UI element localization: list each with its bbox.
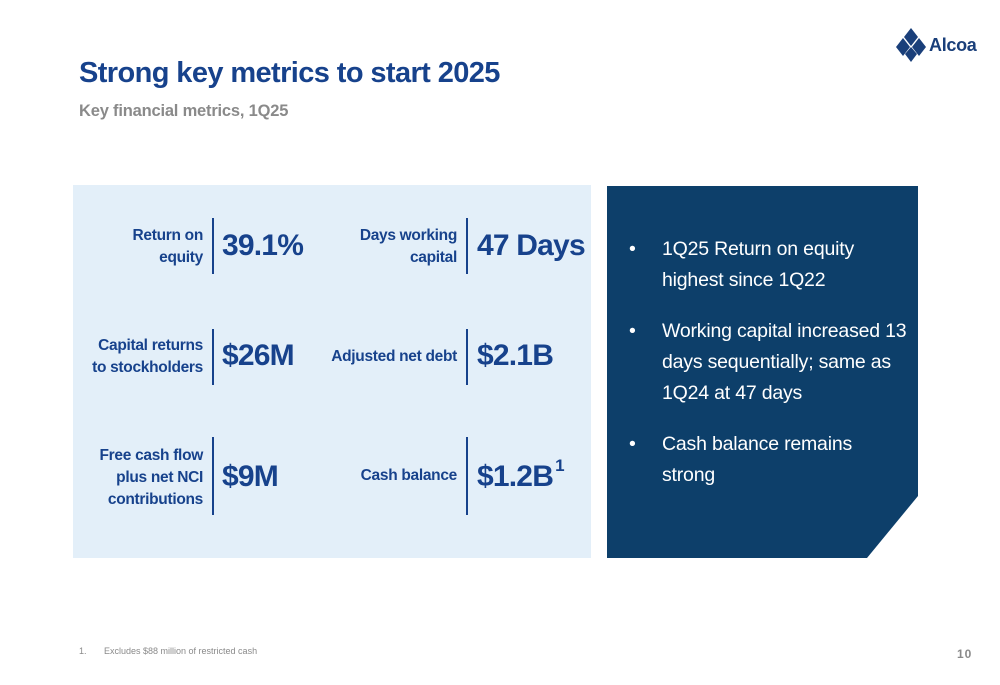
metric-divider (466, 437, 468, 515)
metrics-panel: Return on equity 39.1% Days working capi… (73, 185, 591, 558)
highlights-list: 1Q25 Return on equity highest since 1Q22… (629, 234, 909, 511)
alcoa-logo: Alcoa (896, 28, 977, 62)
metric-divider (212, 329, 214, 385)
metric-days-working-capital: Days working capital (303, 206, 457, 288)
metric-label: Days working capital (359, 227, 457, 266)
footnote: 1. Excludes $88 million of restricted cas… (79, 646, 257, 656)
highlight-item: 1Q25 Return on equity highest since 1Q22 (629, 234, 909, 296)
metric-value: 47 Days (477, 229, 586, 262)
metric-free-cash-flow: Free cash flow plus net NCI contribution… (73, 437, 204, 519)
alcoa-logo-icon (896, 28, 926, 62)
metric-value: $2.1B (477, 339, 554, 372)
metric-divider (466, 218, 468, 274)
metric-value: $26M (222, 339, 295, 372)
metric-divider (212, 218, 214, 274)
page-title: Strong key metrics to start 2025 (79, 57, 500, 89)
metric-return-on-equity: Return on equity (73, 206, 204, 288)
footnote-marker: 1 (555, 456, 564, 475)
alcoa-logo-text: Alcoa (929, 34, 977, 55)
metric-divider (212, 437, 214, 515)
metric-capital-returns: Capital returns to stockholders (73, 316, 203, 398)
metric-adjusted-net-debt: Adjusted net debt (303, 316, 457, 398)
page-number: 10 (957, 647, 973, 661)
footnote-text: Excludes $88 million of restricted cash (104, 646, 258, 656)
page-subtitle: Key financial metrics, 1Q25 (79, 102, 289, 120)
metric-divider (466, 329, 468, 385)
highlight-item: Working capital increased 13 days sequen… (629, 316, 909, 409)
metric-label: Adjusted net debt (331, 348, 457, 366)
highlights-panel: 1Q25 Return on equity highest since 1Q22… (607, 186, 918, 558)
metric-value: $1.2B 1 (477, 456, 564, 494)
metric-value: 39.1% (222, 229, 304, 262)
metric-value-text: $1.2B (477, 460, 554, 493)
metric-label: Free cash flow plus net NCI contribution… (99, 447, 204, 508)
metric-label: Cash balance (360, 467, 458, 485)
metric-label: Return on equity (132, 227, 204, 266)
metric-cash-balance: Cash balance (303, 435, 458, 517)
highlight-item: Cash balance remains strong (629, 429, 909, 491)
metric-value: $9M (222, 460, 279, 493)
metric-label: Capital returns to stockholders (92, 337, 203, 376)
footnote-number: 1. (79, 646, 87, 656)
